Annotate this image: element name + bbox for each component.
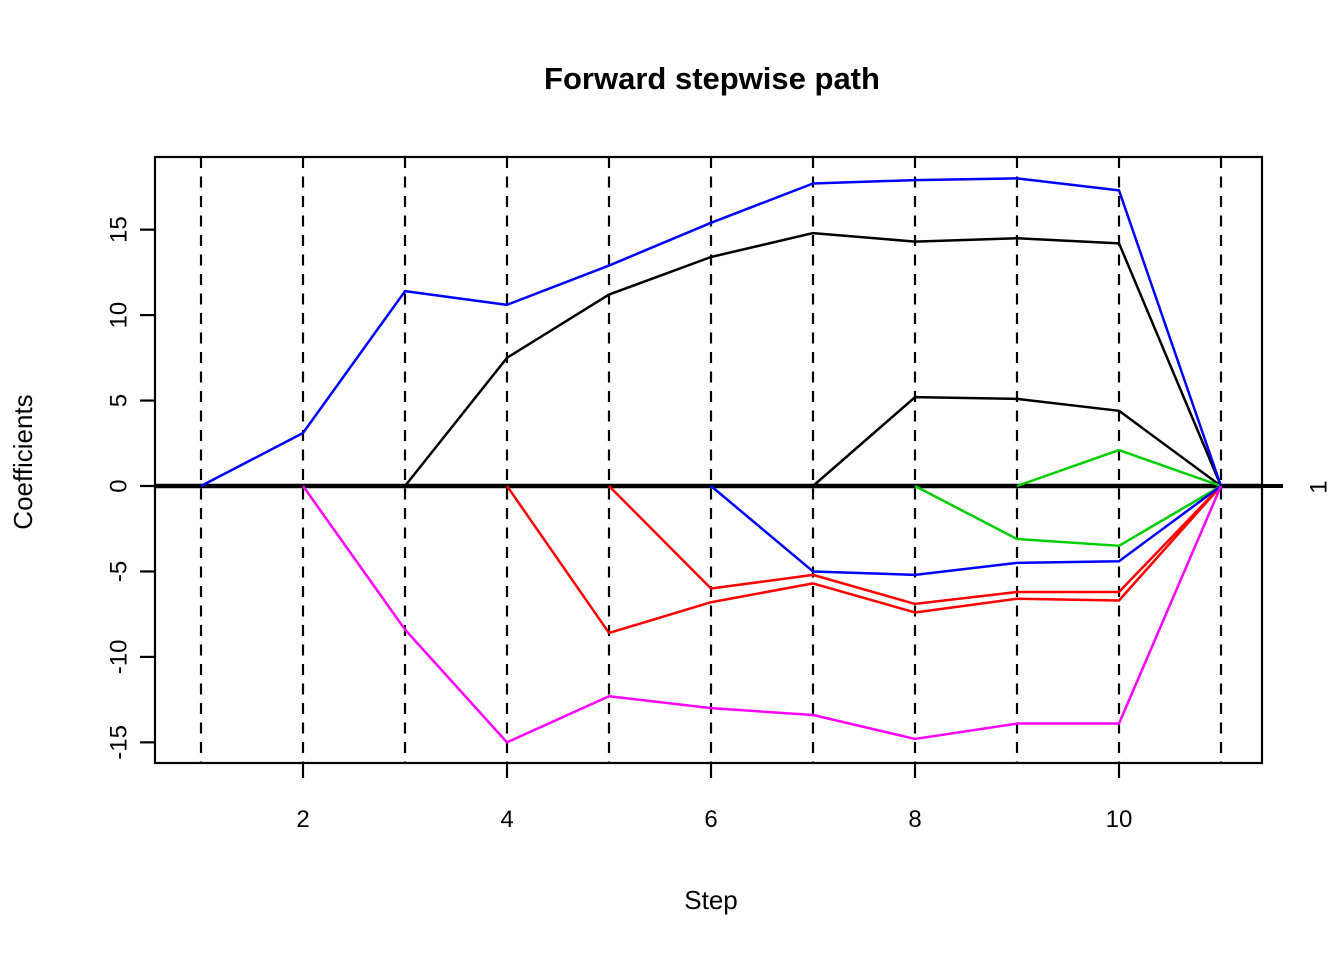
x-tick-label-6: 6 xyxy=(704,806,717,833)
y-tick-label-15: 15 xyxy=(106,216,133,243)
y-tick-label-0: 0 xyxy=(106,479,133,492)
y-axis-ticks xyxy=(140,228,155,744)
plot-box xyxy=(153,155,1264,765)
x-axis-ticks xyxy=(301,763,1121,778)
series-line-blue-2 xyxy=(710,484,1222,577)
y-tick-label--10: -10 xyxy=(106,640,133,675)
series-line-red-1 xyxy=(505,485,1222,635)
y-tick-label--5: -5 xyxy=(106,561,133,582)
series-line-green-1 xyxy=(1016,448,1222,488)
y-axis-title: Coefficients xyxy=(8,394,38,529)
series-line-magenta-1 xyxy=(301,485,1223,744)
series-line-black-2 xyxy=(812,395,1222,488)
series-line-red-2 xyxy=(608,485,1222,606)
series-line-green-2 xyxy=(914,484,1222,548)
x-tick-label-8: 8 xyxy=(908,806,921,833)
x-axis-title: Step xyxy=(684,885,738,915)
x-tick-label-10: 10 xyxy=(1106,806,1133,833)
y-tick-label--15: -15 xyxy=(106,725,133,760)
x-tick-label-2: 2 xyxy=(296,806,309,833)
x-tick-label-4: 4 xyxy=(500,806,513,833)
chart-title: Forward stepwise path xyxy=(544,61,880,96)
y-tick-label-5: 5 xyxy=(106,394,133,407)
x-axis-tick-labels: 2 4 6 8 10 xyxy=(296,806,1132,833)
step-gridlines xyxy=(199,157,1223,763)
series-lines xyxy=(200,177,1223,744)
series-line-black-1 xyxy=(404,231,1223,487)
right-axis-label: 1 xyxy=(1306,480,1333,493)
y-axis-tick-labels: -15 -10 -5 0 5 10 15 xyxy=(106,216,133,759)
y-tick-label-10: 10 xyxy=(106,302,133,329)
series-line-blue-1 xyxy=(200,177,1223,488)
